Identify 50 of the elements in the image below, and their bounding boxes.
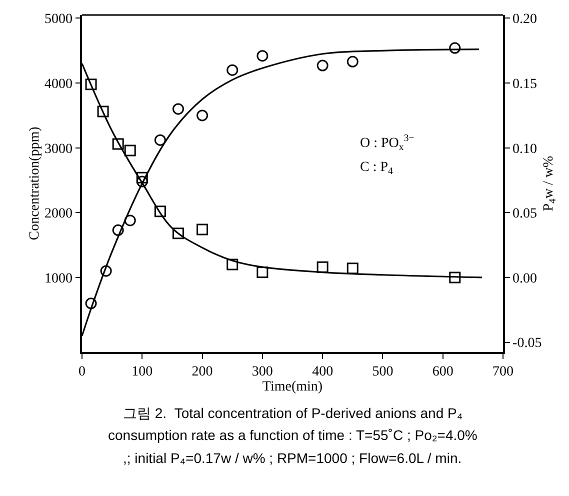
y2-tick-label: -0.05 xyxy=(512,336,542,352)
point xyxy=(196,110,208,122)
y2-tick-label: 0.15 xyxy=(512,76,538,92)
point xyxy=(97,106,109,118)
point xyxy=(172,103,184,115)
point xyxy=(85,298,97,310)
y2-tick-label: 0.10 xyxy=(512,142,538,157)
x-tick-label: 700 xyxy=(492,364,514,380)
y-axis-title: Concentration(ppm) xyxy=(28,126,43,240)
point xyxy=(226,64,238,76)
point xyxy=(449,42,461,54)
point xyxy=(124,214,136,226)
point xyxy=(346,262,358,274)
text: consumption rate as a function of time : T=55˚C ; Po₂=4.0% xyxy=(108,427,478,443)
y-tick-label: 4000 xyxy=(44,76,72,92)
point xyxy=(100,265,112,277)
point xyxy=(316,60,328,72)
point xyxy=(256,266,268,278)
x-tick-label: 100 xyxy=(132,364,153,380)
point xyxy=(136,172,148,184)
point xyxy=(316,261,328,273)
y-tick-label: 2000 xyxy=(44,206,72,222)
x-tick-label: 400 xyxy=(312,364,334,380)
x-tick-label: 500 xyxy=(372,364,394,380)
point xyxy=(154,206,166,218)
x-axis-title: Time(min) xyxy=(262,380,323,395)
caption: 그림 2. Total concentration of P-derived anions and P₄ xyxy=(123,405,463,421)
y2-tick-label: 0.00 xyxy=(512,271,538,286)
y-tick-label: 5000 xyxy=(44,12,72,28)
point xyxy=(112,224,124,236)
point xyxy=(172,228,184,240)
y-tick-label: 1000 xyxy=(44,271,72,286)
point xyxy=(449,272,461,284)
annotation: C : P$_{4}$ xyxy=(360,160,394,177)
point xyxy=(196,224,208,236)
point xyxy=(112,138,124,150)
point xyxy=(154,134,166,146)
y-tick-label: 3000 xyxy=(44,142,72,157)
point xyxy=(256,50,268,62)
y2-tick-label: 0.20 xyxy=(512,12,538,28)
point xyxy=(124,144,136,156)
x-tick-label: 200 xyxy=(192,364,213,380)
y2-tick-label: 0.05 xyxy=(512,206,538,222)
point xyxy=(346,56,358,68)
point xyxy=(226,258,238,270)
x-tick-label: 300 xyxy=(252,364,273,380)
point xyxy=(85,78,97,90)
x-tick-label: 0 xyxy=(78,364,86,380)
x-tick-label: 600 xyxy=(432,364,454,380)
text: ,; initial P₄=0.17w / w% ; RPM=1000 ; Flow=6.0L / min. xyxy=(123,450,462,466)
